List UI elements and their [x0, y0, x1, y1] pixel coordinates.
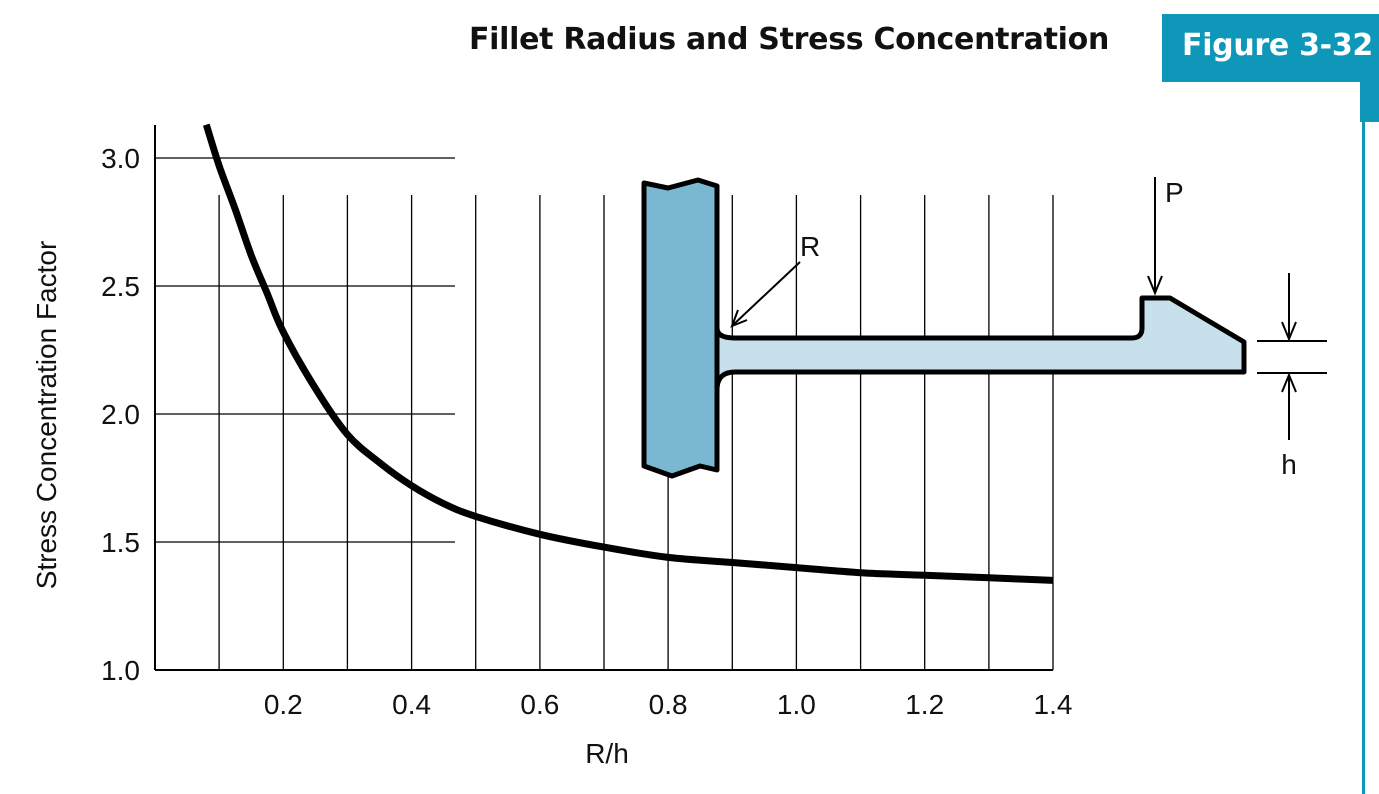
y-tick-label: 2.0	[101, 399, 140, 430]
x-tick-label: 0.6	[520, 689, 559, 720]
y-tick-label: 1.5	[101, 527, 140, 558]
series-line	[202, 123, 1054, 584]
thickness-arrowhead-top	[1281, 321, 1297, 342]
thickness-arrowhead-bottom	[1281, 372, 1297, 393]
load-arrowhead	[1147, 275, 1163, 296]
x-tick-label: 0.2	[264, 689, 303, 720]
radius-label: R	[800, 231, 820, 262]
x-tick-label: 1.4	[1034, 689, 1073, 720]
radius-arrowhead	[730, 309, 748, 328]
page-title: Fillet Radius and Stress Concentration	[468, 22, 1109, 57]
x-axis-label: R/h	[585, 738, 629, 769]
y-tick-label: 1.0	[101, 655, 140, 686]
figure-label-tab: Figure 3-32	[1162, 14, 1379, 82]
y-axis-label: Stress Concentration Factor	[31, 241, 62, 590]
load-label: P	[1165, 177, 1184, 208]
x-tick-label: 1.2	[905, 689, 944, 720]
grid-lines	[155, 157, 1054, 670]
x-tick-label: 0.4	[392, 689, 431, 720]
y-tick-label: 2.5	[101, 271, 140, 302]
accent-side-line	[1362, 122, 1365, 794]
fillet-diagram: R P h	[641, 177, 1327, 480]
support-wall	[641, 177, 720, 479]
figure-label: Figure 3-32	[1182, 28, 1373, 63]
radius-pointer-arrow	[732, 261, 801, 326]
x-tick-label: 1.0	[777, 689, 816, 720]
tick-labels: 0.2 0.4 0.6 0.8 1.0 1.2 1.4 1.0 1.5 2.0 2.5 3.0	[101, 143, 1072, 720]
x-tick-label: 0.8	[649, 689, 688, 720]
thickness-label: h	[1281, 449, 1297, 480]
y-tick-label: 3.0	[101, 143, 140, 174]
data-series	[202, 123, 1054, 584]
axes	[154, 125, 1053, 671]
beam-body	[714, 295, 1247, 393]
accent-side-bar	[1360, 82, 1379, 122]
